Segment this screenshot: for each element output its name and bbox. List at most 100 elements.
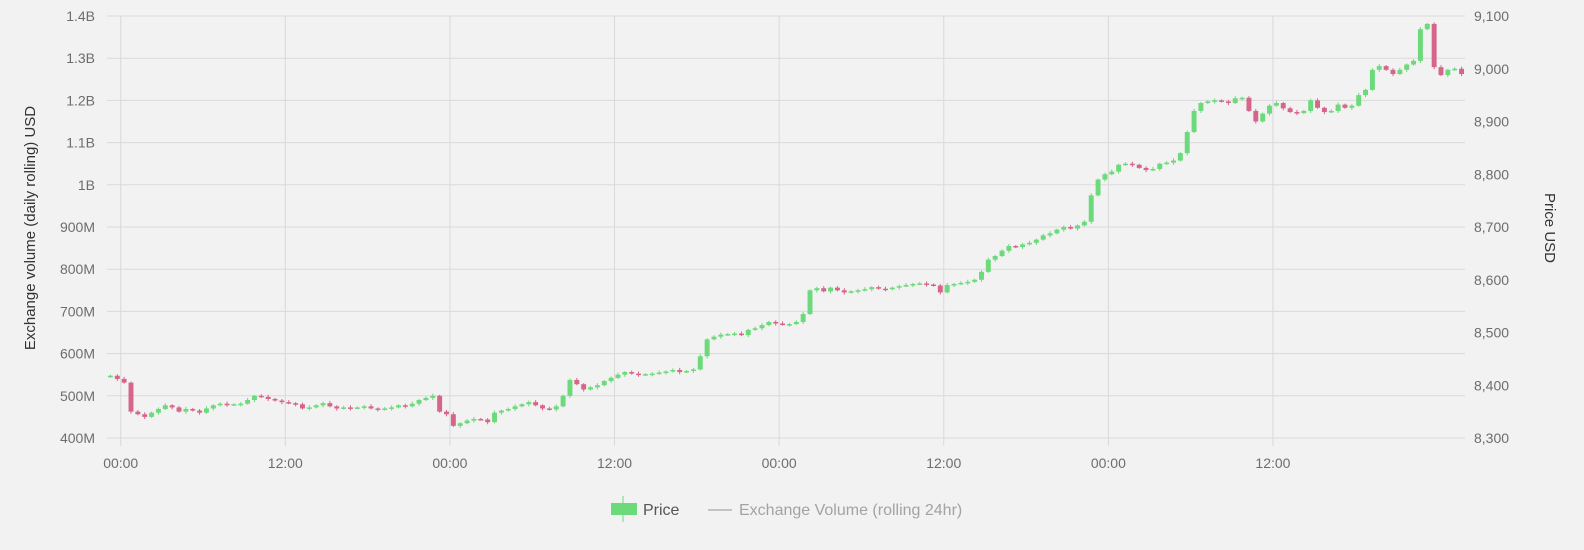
right-tick-label: 8,500: [1474, 325, 1509, 341]
candle-up: [505, 408, 511, 411]
candle-down: [128, 382, 134, 412]
candle-down: [300, 404, 305, 409]
candle-up: [389, 407, 395, 409]
right-tick-label: 9,100: [1474, 8, 1509, 24]
candle-down: [1013, 245, 1019, 248]
candle-down: [1246, 97, 1252, 111]
candle-down: [368, 406, 374, 409]
candle-up: [1349, 105, 1355, 108]
candle-down: [286, 402, 292, 404]
candle-up: [1198, 103, 1204, 111]
x-tick-label: 00:00: [103, 455, 138, 471]
candle-up: [670, 369, 676, 372]
candle-up: [807, 290, 813, 315]
candle-down: [444, 411, 449, 415]
candle-up: [1273, 103, 1279, 106]
candle-up: [1369, 69, 1375, 90]
candle-up: [704, 339, 710, 357]
candle-up: [238, 403, 244, 406]
candle-up: [423, 397, 429, 401]
candle-up: [512, 406, 518, 409]
candle-down: [265, 396, 271, 399]
candle-up: [1033, 239, 1039, 243]
candle-up: [800, 314, 806, 322]
candle-down: [293, 403, 299, 405]
candle-up: [416, 400, 422, 404]
candle-down: [478, 419, 484, 421]
candle-down: [773, 321, 779, 324]
candle-down: [738, 333, 744, 336]
legend-item-price[interactable]: Price: [611, 496, 680, 522]
candle-up: [601, 381, 607, 386]
candle-up: [992, 256, 998, 260]
candle-down: [224, 403, 230, 406]
candle-down: [1219, 100, 1224, 102]
left-tick-label: 1B: [78, 177, 95, 193]
candle-up: [320, 403, 326, 406]
candle-up: [245, 400, 251, 404]
candle-up: [567, 379, 573, 396]
candle-up: [1027, 242, 1032, 245]
candle-up: [354, 407, 360, 409]
candle-up: [917, 283, 923, 285]
candle-up: [210, 405, 216, 409]
candle-down: [375, 408, 381, 410]
candle-up: [1040, 235, 1046, 240]
candle-up: [594, 385, 600, 388]
candle-up: [889, 287, 895, 290]
candle-up: [1363, 89, 1369, 96]
right-axis: 8,300 8,400 8,500 8,600 8,700 8,800 8,900 9,000…: [1474, 8, 1509, 446]
left-tick-label: 1.2B: [66, 92, 95, 108]
price-legend-icon: [611, 503, 637, 515]
candle-up: [1376, 66, 1382, 70]
candle-up: [622, 372, 628, 375]
candle-up: [1328, 110, 1334, 113]
candle-up: [1212, 100, 1218, 102]
legend-item-volume[interactable]: Exchange Volume (rolling 24hr): [708, 502, 962, 519]
candle-up: [1308, 100, 1314, 111]
candle-down: [581, 384, 587, 390]
left-tick-label: 400M: [60, 430, 95, 446]
x-tick-label: 12:00: [597, 455, 632, 471]
candle-up: [862, 289, 868, 291]
candle-down: [334, 406, 340, 409]
candle-down: [1438, 67, 1444, 76]
candle-up: [492, 412, 497, 423]
candle-up: [697, 356, 703, 370]
candle-up: [684, 371, 690, 373]
left-tick-label: 1.1B: [66, 135, 95, 151]
right-tick-label: 8,900: [1474, 114, 1509, 130]
candle-down: [1253, 110, 1259, 122]
candle-down: [176, 407, 182, 412]
candle-up: [1417, 29, 1423, 61]
candle-up: [1177, 153, 1183, 161]
candle-up: [1335, 104, 1341, 111]
candle-up: [608, 377, 614, 382]
candle-up: [464, 420, 470, 424]
right-tick-label: 8,800: [1474, 166, 1509, 182]
candle-down: [876, 287, 882, 289]
candle-up: [814, 288, 820, 291]
candle-up: [766, 321, 772, 326]
candle-down: [574, 379, 580, 385]
candle-down: [882, 288, 888, 291]
candle-down: [1321, 107, 1327, 113]
candle-down: [1342, 104, 1348, 108]
price-candles[interactable]: [107, 22, 1465, 428]
candle-down: [142, 414, 148, 417]
candle-up: [745, 329, 751, 336]
candle-up: [409, 403, 415, 407]
candle-down: [540, 405, 545, 409]
candle-down: [1280, 103, 1286, 109]
candle-down: [1143, 167, 1149, 171]
candle-up: [1191, 110, 1197, 133]
right-tick-label: 8,700: [1474, 219, 1509, 235]
legend-label-price: Price: [643, 502, 680, 519]
candle-up: [1047, 233, 1053, 236]
candle-up: [306, 407, 312, 409]
left-axis: 400M 500M 600M 700M 800M 900M 1B 1.1B 1.2B 1.3B 1.…: [60, 8, 95, 446]
right-tick-label: 8,400: [1474, 377, 1509, 393]
candle-up: [519, 404, 525, 407]
